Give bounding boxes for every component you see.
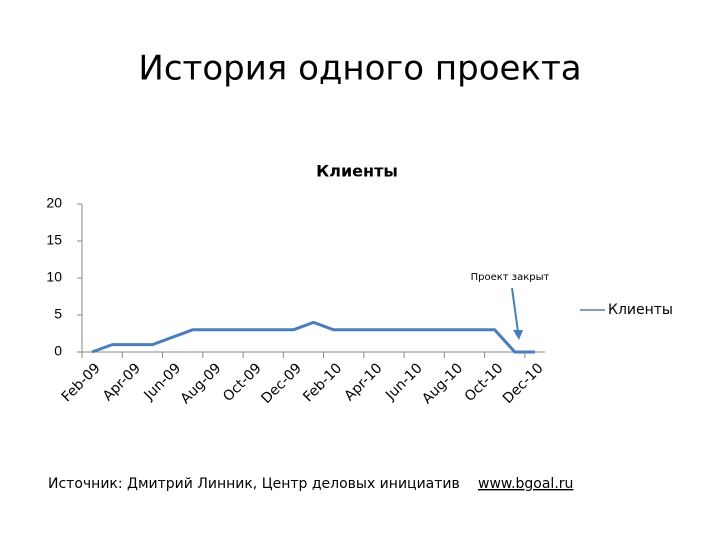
x-tick-label: Jun-09 [141, 360, 185, 404]
annotation-arrow [511, 287, 519, 333]
chart-title: Клиенты [316, 162, 398, 181]
y-tick-label: 0 [54, 343, 62, 359]
x-tick-label: Aug-10 [419, 360, 466, 407]
x-tick-label: Jun-10 [382, 360, 426, 404]
line [91, 320, 535, 354]
x-tick-label: Apr-10 [342, 360, 386, 404]
x-tick-label: Dec-09 [258, 360, 305, 407]
legend-label: Клиенты [608, 302, 673, 318]
x-tick-label: Feb-09 [59, 360, 104, 405]
x-tick-label: Feb-10 [300, 360, 345, 405]
y-tick-label: 20 [46, 195, 62, 211]
arrow-head [513, 330, 523, 340]
annotation: Проект закрыт [471, 272, 550, 283]
x-tick-label: Oct-09 [220, 360, 265, 405]
source: Источник: Дмитрий Линник, Центр деловых … [48, 476, 460, 492]
x-tick-label: Oct-10 [462, 360, 507, 405]
source-link[interactable]: www.bgoal.ru [478, 476, 573, 492]
y-tick-label: 10 [46, 269, 62, 285]
x-tick-label: Dec-10 [500, 360, 547, 407]
y-tick-label: 15 [46, 232, 62, 248]
x-tick-label: Aug-09 [178, 360, 225, 407]
x-tick-label: Apr-09 [100, 360, 144, 404]
slide-title: История одного проекта [138, 49, 581, 89]
y-tick-label: 5 [54, 306, 62, 322]
